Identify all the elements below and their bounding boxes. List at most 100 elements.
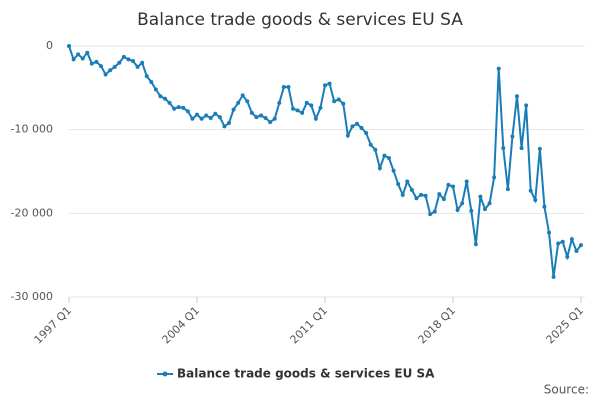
point bbox=[359, 125, 364, 130]
point bbox=[259, 113, 263, 118]
point bbox=[176, 105, 181, 110]
point bbox=[515, 94, 519, 99]
point bbox=[117, 60, 122, 65]
point bbox=[304, 100, 309, 105]
point bbox=[519, 146, 524, 151]
point bbox=[245, 99, 250, 104]
point bbox=[528, 188, 533, 193]
point bbox=[469, 208, 474, 213]
point bbox=[396, 182, 401, 187]
point bbox=[153, 87, 158, 92]
point bbox=[181, 105, 186, 110]
point bbox=[167, 100, 172, 105]
point bbox=[537, 146, 542, 151]
point bbox=[213, 111, 218, 116]
x-tick-label: 1997 Q1 bbox=[32, 304, 75, 347]
point bbox=[355, 121, 359, 126]
point bbox=[441, 197, 446, 202]
chart-title: Balance trade goods & services EU SA bbox=[137, 10, 463, 30]
point bbox=[428, 212, 433, 217]
point bbox=[112, 64, 117, 69]
point bbox=[71, 57, 76, 62]
point bbox=[560, 239, 565, 244]
point bbox=[249, 110, 254, 115]
point bbox=[437, 192, 442, 197]
point bbox=[478, 194, 483, 199]
point bbox=[391, 168, 396, 173]
point bbox=[272, 116, 277, 121]
point bbox=[309, 103, 314, 108]
point bbox=[286, 84, 291, 89]
point bbox=[268, 120, 273, 125]
point bbox=[569, 237, 574, 242]
point bbox=[126, 57, 131, 62]
point bbox=[446, 182, 451, 187]
point bbox=[409, 187, 414, 192]
point bbox=[473, 242, 478, 247]
point bbox=[318, 105, 323, 110]
legend-marker bbox=[162, 371, 168, 377]
point bbox=[345, 133, 350, 138]
point bbox=[483, 207, 487, 212]
source: Source: bbox=[544, 383, 589, 397]
point bbox=[263, 115, 268, 120]
x-tick-label: 2018 Q1 bbox=[416, 304, 459, 347]
point bbox=[364, 131, 369, 136]
point bbox=[222, 124, 227, 129]
point bbox=[547, 230, 551, 235]
point bbox=[350, 124, 355, 129]
point bbox=[387, 156, 391, 161]
point bbox=[99, 64, 103, 69]
point bbox=[172, 106, 177, 111]
point bbox=[464, 179, 469, 184]
point bbox=[236, 100, 241, 105]
point bbox=[451, 184, 455, 189]
point bbox=[368, 142, 373, 147]
point bbox=[199, 116, 204, 121]
point bbox=[217, 115, 222, 120]
legend-label: Balance trade goods & services EU SA bbox=[177, 367, 435, 381]
point bbox=[227, 120, 231, 125]
point bbox=[144, 74, 149, 79]
point bbox=[195, 112, 199, 117]
point bbox=[131, 59, 135, 64]
point bbox=[496, 66, 501, 71]
point bbox=[158, 94, 163, 99]
point bbox=[432, 209, 437, 214]
point bbox=[240, 93, 245, 98]
point bbox=[300, 110, 305, 115]
x-tick-label: 2004 Q1 bbox=[160, 304, 203, 347]
point bbox=[76, 52, 81, 57]
point bbox=[460, 201, 465, 206]
point bbox=[542, 204, 547, 209]
point bbox=[414, 196, 419, 201]
point bbox=[332, 99, 337, 104]
point bbox=[185, 109, 190, 114]
y-tick-label: 0 bbox=[46, 39, 53, 52]
y-tick-label: -30 000 bbox=[11, 290, 53, 303]
point bbox=[341, 101, 346, 106]
point bbox=[487, 201, 492, 206]
point bbox=[419, 192, 423, 197]
point bbox=[533, 197, 538, 202]
point bbox=[492, 175, 497, 180]
point bbox=[163, 96, 167, 101]
point bbox=[103, 72, 108, 77]
x-tick-label: 2025 Q1 bbox=[544, 304, 587, 347]
point bbox=[121, 54, 126, 59]
point bbox=[556, 241, 561, 246]
point bbox=[313, 116, 318, 121]
point bbox=[327, 81, 332, 86]
series-line bbox=[68, 45, 582, 278]
point bbox=[551, 274, 556, 279]
point bbox=[208, 115, 213, 120]
point bbox=[505, 187, 510, 192]
point bbox=[190, 116, 195, 121]
point bbox=[455, 207, 460, 212]
point bbox=[254, 115, 259, 120]
point bbox=[281, 84, 286, 89]
x-tick-label: 2011 Q1 bbox=[288, 304, 331, 347]
point bbox=[336, 97, 341, 102]
